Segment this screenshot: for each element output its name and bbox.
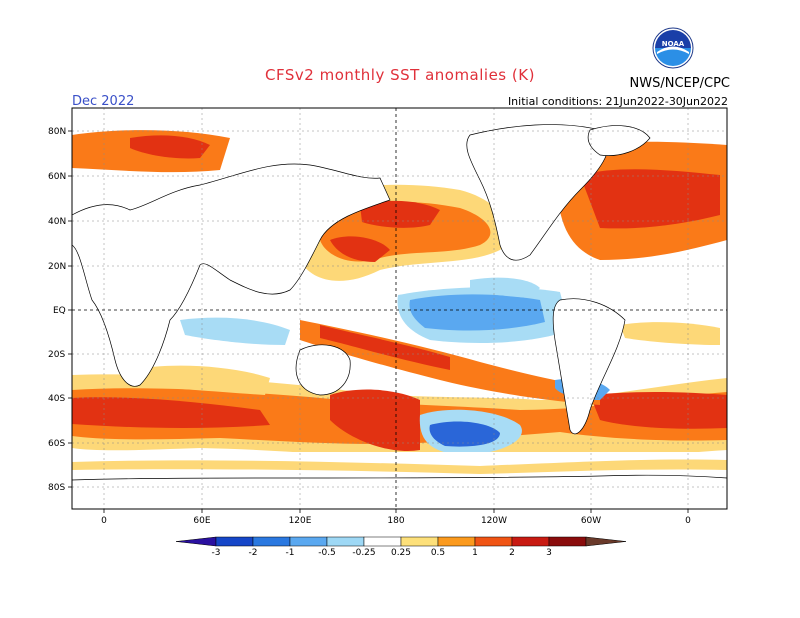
- legend-swatch: [326, 536, 365, 547]
- initial-conditions: Initial conditions: 21Jun2022-30Jun2022: [507, 95, 728, 108]
- lon-label: 120E: [289, 516, 312, 526]
- legend-tick-label: -0.5: [318, 548, 336, 558]
- legend-tick-label: -1: [286, 548, 295, 558]
- lat-label: 20N: [48, 262, 66, 272]
- lon-label: 0: [101, 516, 107, 526]
- noaa-logo-icon: NOAA: [652, 27, 694, 69]
- legend-tick-label: 0.25: [391, 548, 411, 558]
- lon-label: 60E: [193, 516, 210, 526]
- reference-lines: [72, 108, 727, 509]
- map-title: CFSv2 monthly SST anomalies (K): [265, 66, 535, 84]
- agency-label: NWS/NCEP/CPC: [629, 76, 730, 91]
- lat-label: 20S: [48, 350, 65, 360]
- legend-swatch: [400, 536, 439, 547]
- lat-label: 80N: [48, 127, 66, 137]
- legend-tick-label: 2: [509, 548, 515, 558]
- lat-label: 40S: [48, 394, 65, 404]
- graticule: [72, 108, 727, 509]
- legend-tick-label: 0.5: [431, 548, 445, 558]
- lon-label: 180: [387, 516, 404, 526]
- legend-tick-label: -0.25: [352, 548, 375, 558]
- legend-swatch: [437, 536, 476, 547]
- legend-swatch: [548, 536, 587, 547]
- lon-label: 0: [685, 516, 691, 526]
- lon-label: 120W: [481, 516, 507, 526]
- logo-text: NOAA: [662, 40, 685, 48]
- lat-label: 40N: [48, 217, 66, 227]
- valid-month: Dec 2022: [72, 94, 135, 109]
- legend-swatch: [474, 536, 513, 547]
- lat-labels: 80N 60N 40N 20N EQ 20S 40S 60S 80S: [48, 127, 66, 493]
- legend-tick-label: 3: [546, 548, 552, 558]
- color-legend: -3 -2 -1 -0.5 -0.25 0.25 0.5 1 2 3: [175, 536, 627, 558]
- lat-label: 60S: [48, 439, 65, 449]
- map-frame: [71, 107, 728, 510]
- legend-swatch: [585, 536, 627, 547]
- legend-tick-label: 1: [472, 548, 478, 558]
- legend-swatch: [511, 536, 550, 547]
- lon-label: 60W: [581, 516, 601, 526]
- continents: [72, 124, 727, 509]
- legend-swatch: [363, 536, 402, 547]
- lat-label: EQ: [53, 306, 66, 316]
- legend-swatch: [175, 536, 217, 547]
- legend-tick-label: -2: [249, 548, 258, 558]
- legend-swatch: [289, 536, 328, 547]
- legend-swatch: [252, 536, 291, 547]
- lat-label: 80S: [48, 483, 65, 493]
- legend-tick-label: -3: [212, 548, 221, 558]
- lon-labels: 0 60E 120E 180 120W 60W 0: [101, 516, 691, 526]
- legend-swatch: [215, 536, 254, 547]
- lat-label: 60N: [48, 172, 66, 182]
